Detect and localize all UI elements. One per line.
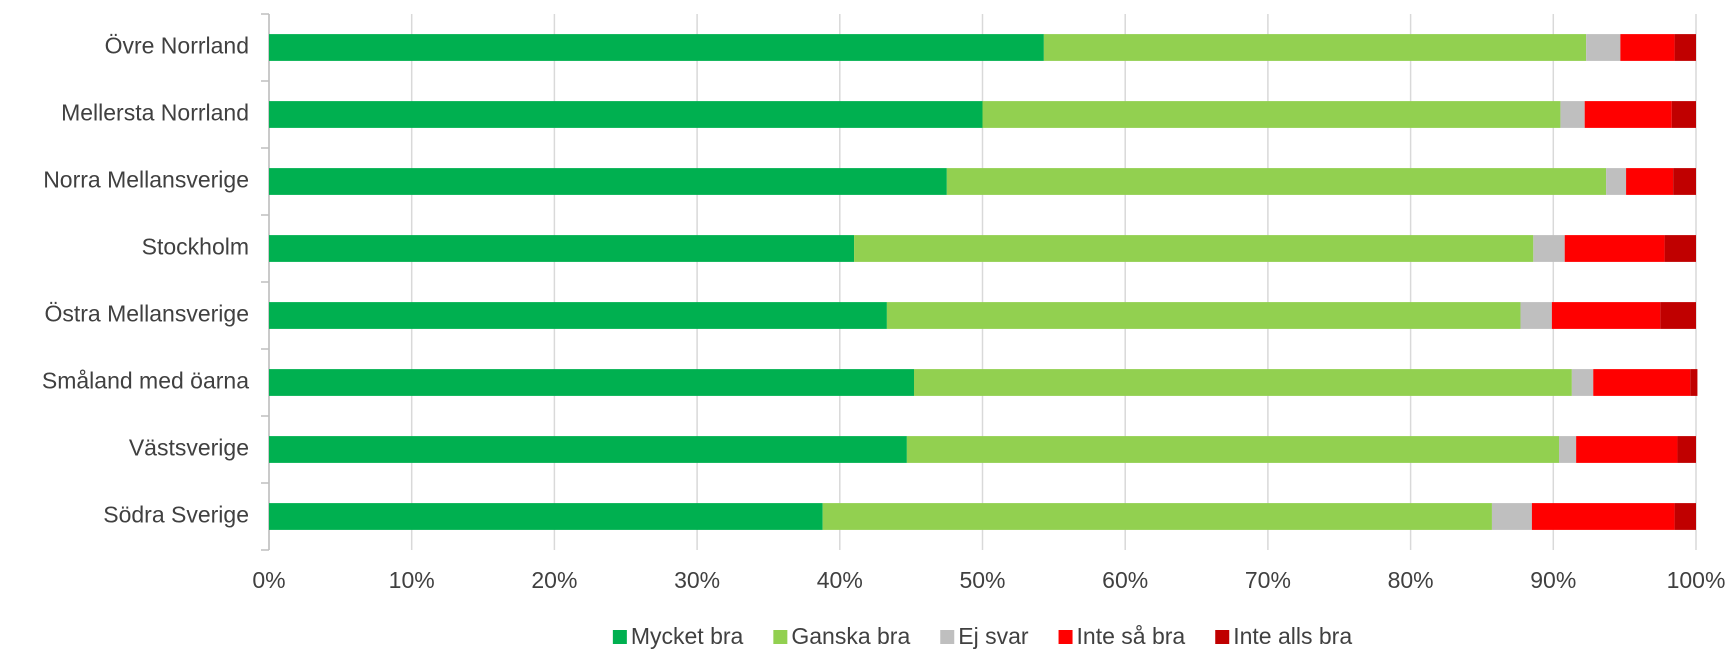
y-tick-label: Övre Norrland bbox=[105, 33, 249, 59]
bar-segment bbox=[1564, 235, 1665, 262]
bar-segment bbox=[269, 503, 823, 530]
bar-segment bbox=[1664, 235, 1696, 262]
bar-segment bbox=[1520, 302, 1552, 329]
bar-segment bbox=[906, 436, 1560, 463]
x-tick-label: 60% bbox=[1102, 567, 1148, 593]
legend-label: Ganska bra bbox=[791, 623, 910, 649]
bar-segment bbox=[1671, 101, 1696, 128]
y-tick-label: Västsverige bbox=[129, 435, 249, 461]
bar-segment bbox=[269, 168, 947, 195]
bar-segment bbox=[269, 369, 915, 396]
legend-swatch bbox=[612, 630, 627, 644]
bar-segment bbox=[1576, 436, 1678, 463]
bar-segment bbox=[1626, 168, 1674, 195]
bar-segment bbox=[1533, 235, 1565, 262]
legend-swatch bbox=[1215, 630, 1230, 644]
x-tick-label: 90% bbox=[1530, 567, 1576, 593]
x-tick-label: 10% bbox=[389, 567, 435, 593]
legend-swatch bbox=[940, 630, 955, 644]
bar-segment bbox=[1043, 34, 1587, 61]
y-tick-label: Norra Mellansverige bbox=[43, 167, 249, 193]
bar-segment bbox=[1606, 168, 1627, 195]
bar-segment bbox=[1560, 101, 1585, 128]
bar-segment bbox=[1673, 168, 1696, 195]
y-tick-label: Mellersta Norrland bbox=[61, 100, 249, 126]
y-tick-label: Stockholm bbox=[142, 234, 249, 260]
bar-segment bbox=[1674, 503, 1696, 530]
y-tick-label: Östra Mellansverige bbox=[44, 301, 249, 327]
legend-label: Inte så bra bbox=[1077, 623, 1186, 649]
bar-segment bbox=[822, 503, 1492, 530]
x-tick-label: 80% bbox=[1388, 567, 1434, 593]
bar-segment bbox=[1531, 503, 1675, 530]
x-tick-label: 100% bbox=[1667, 567, 1726, 593]
legend-label: Ej svar bbox=[958, 623, 1029, 649]
bar-segment bbox=[269, 235, 855, 262]
bar-segment bbox=[982, 101, 1561, 128]
bar-segment bbox=[1571, 369, 1594, 396]
bar-segment bbox=[1620, 34, 1675, 61]
x-tick-label: 20% bbox=[531, 567, 577, 593]
bar-segment bbox=[1674, 34, 1696, 61]
bar-segment bbox=[1660, 302, 1696, 329]
bar-segment bbox=[1586, 34, 1621, 61]
legend-swatch bbox=[1058, 630, 1073, 644]
bar-segment bbox=[269, 34, 1044, 61]
bar-segment bbox=[269, 302, 887, 329]
y-tick-label: Södra Sverige bbox=[103, 502, 249, 528]
bar-segment bbox=[1551, 302, 1661, 329]
y-tick-label: Småland med öarna bbox=[42, 368, 249, 394]
bar-segment bbox=[1584, 101, 1672, 128]
legend-label: Mycket bra bbox=[631, 623, 744, 649]
bar-segment bbox=[1491, 503, 1532, 530]
x-tick-label: 50% bbox=[959, 567, 1005, 593]
bar-segment bbox=[946, 168, 1607, 195]
bar-segment bbox=[269, 101, 983, 128]
x-tick-label: 70% bbox=[1245, 567, 1291, 593]
bar-segment bbox=[1593, 369, 1691, 396]
legend-label: Inte alls bra bbox=[1233, 623, 1352, 649]
legend-swatch bbox=[773, 630, 788, 644]
x-tick-label: 0% bbox=[252, 567, 285, 593]
x-tick-label: 40% bbox=[817, 567, 863, 593]
bar-segment bbox=[1690, 369, 1698, 396]
bar-segment bbox=[914, 369, 1572, 396]
bar-segment bbox=[886, 302, 1521, 329]
x-tick-label: 30% bbox=[674, 567, 720, 593]
bar-segment bbox=[1559, 436, 1577, 463]
bar-segment bbox=[269, 436, 907, 463]
bar-segment bbox=[854, 235, 1534, 262]
bar-segment bbox=[1677, 436, 1696, 463]
